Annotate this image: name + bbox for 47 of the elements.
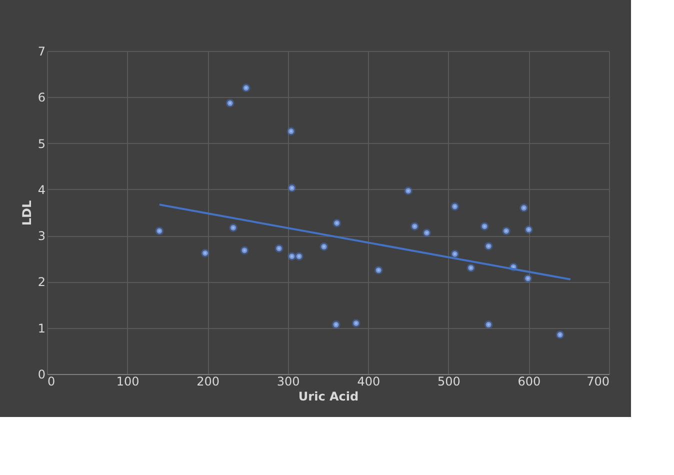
point	[502, 226, 510, 236]
x-tick-label: 500	[437, 374, 460, 388]
point	[242, 84, 250, 92]
point	[466, 264, 476, 272]
y-tick-label: 1	[38, 321, 46, 336]
point	[229, 223, 238, 232]
point	[524, 274, 532, 283]
x-tick-label: 0	[48, 374, 56, 388]
point	[410, 222, 419, 231]
point	[480, 222, 489, 231]
point	[288, 252, 296, 261]
y-tick-label: 4	[38, 182, 46, 197]
point	[352, 319, 360, 328]
point	[320, 242, 328, 251]
y-tick-label: 6	[38, 90, 46, 105]
point	[484, 320, 493, 329]
point	[450, 202, 460, 211]
x-axis-title: Uric Acid	[298, 390, 359, 404]
point	[524, 225, 533, 234]
x-tick-label: 700	[586, 374, 610, 388]
y-tick-label: 3	[38, 229, 46, 244]
point	[274, 244, 284, 253]
x-tick-label: 600	[518, 374, 541, 388]
y-tick-label: 7	[38, 44, 46, 58]
point	[332, 320, 340, 329]
point	[294, 252, 304, 261]
point	[450, 250, 460, 258]
point	[155, 226, 164, 236]
point	[286, 127, 296, 136]
point	[422, 228, 431, 238]
point	[332, 218, 342, 228]
point	[374, 266, 383, 274]
point	[240, 246, 249, 255]
point	[556, 330, 564, 340]
x-tick-label: 100	[116, 374, 140, 388]
point	[288, 184, 296, 192]
point	[520, 204, 528, 212]
y-axis-title: LDL	[20, 200, 34, 226]
x-tick-label: 400	[357, 374, 380, 388]
point	[200, 248, 210, 258]
y-tick-label: 2	[38, 275, 46, 290]
point	[484, 242, 493, 250]
x-tick-label: 300	[276, 374, 300, 388]
point	[404, 186, 413, 196]
x-tick-label: 200	[196, 374, 220, 388]
y-tick-label: 5	[38, 136, 46, 151]
point	[226, 98, 234, 108]
